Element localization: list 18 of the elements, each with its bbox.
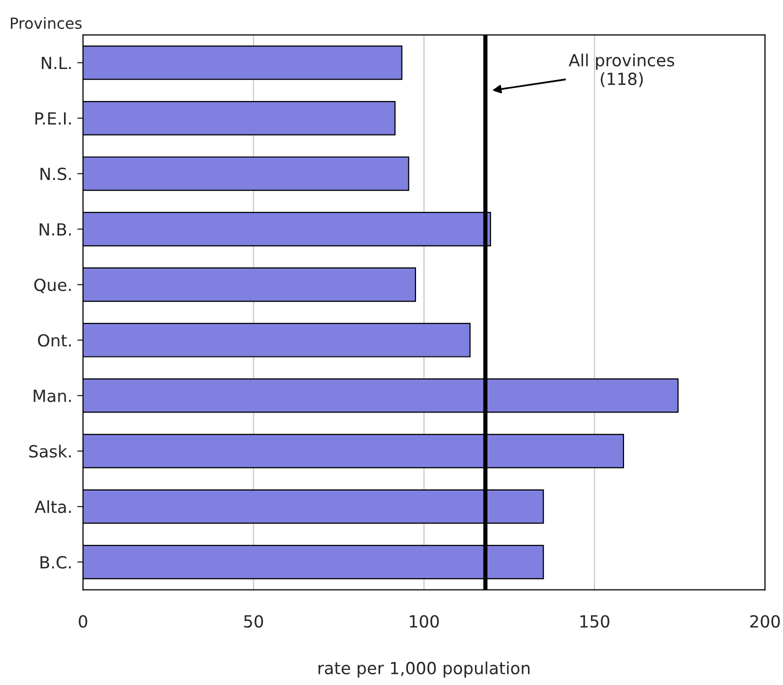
x-axis-title: rate per 1,000 population: [318, 661, 530, 678]
y-tick-label: Man.: [34, 390, 71, 402]
x-tick-label: 50: [244, 615, 263, 628]
y-tick-label: N.S.: [40, 168, 71, 180]
x-tick-label: 100: [410, 615, 439, 628]
y-tick-label: Ont.: [38, 334, 71, 347]
y-tick-label: Alta.: [34, 500, 71, 514]
x-tick-label: 150: [580, 615, 610, 628]
y-tick-label: Sask.: [29, 444, 71, 458]
y-axis-title: Provinces: [10, 17, 82, 29]
y-tick-label: P.E.I.: [35, 112, 71, 124]
ref-line-label: All provinces (118): [568, 54, 674, 88]
y-tick-label: Que.: [34, 278, 71, 294]
x-tick-label: 200: [750, 615, 780, 628]
x-tick-label: 0: [78, 615, 88, 628]
y-tick-label: B.C.: [40, 556, 71, 569]
y-tick-label: N.B.: [40, 223, 71, 236]
y-tick-label: N.L.: [42, 56, 71, 70]
